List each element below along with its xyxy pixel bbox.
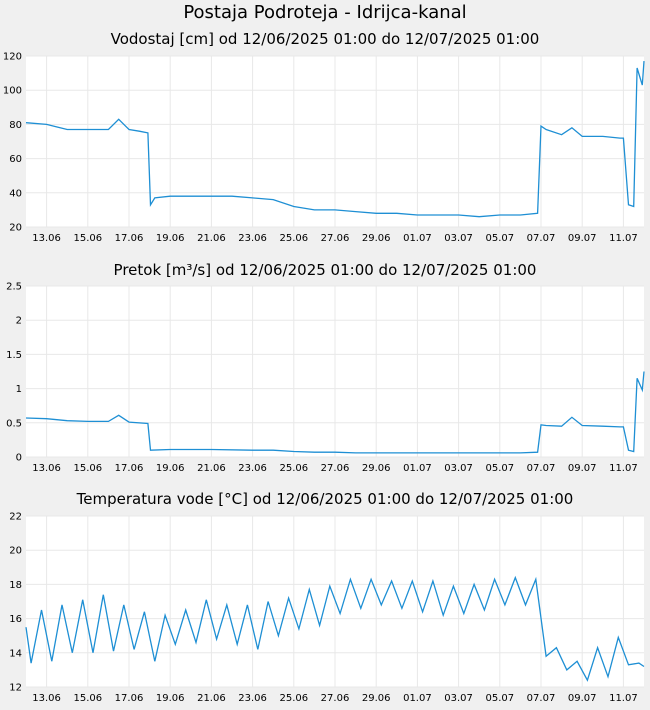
discharge-x-tick-label: 23.06: [238, 463, 267, 474]
discharge-x-tick-label: 07.07: [527, 463, 556, 474]
water-level-chart-title: Vodostaj [cm] od 12/06/2025 01:00 do 12/…: [110, 30, 540, 48]
water-temperature-chart-title: Temperatura vode [°C] od 12/06/2025 01:0…: [76, 490, 574, 508]
discharge-x-tick-label: 11.07: [609, 463, 638, 474]
discharge-x-tick-label: 19.06: [156, 463, 185, 474]
water-temperature-x-tick-label: 17.06: [115, 693, 144, 704]
water-level-x-tick-label: 15.06: [73, 233, 102, 244]
water-temperature-x-tick-label: 15.06: [73, 693, 102, 704]
discharge-y-tick-label: 0.5: [6, 418, 22, 429]
water-level-x-tick-label: 25.06: [279, 233, 308, 244]
water-temperature-x-tick-label: 29.06: [362, 693, 391, 704]
discharge-x-tick-label: 17.06: [115, 463, 144, 474]
water-temperature-x-tick-label: 07.07: [527, 693, 556, 704]
water-level-y-tick-label: 120: [3, 52, 22, 63]
discharge-y-tick-label: 1.5: [6, 350, 22, 361]
water-level-x-tick-label: 19.06: [156, 233, 185, 244]
discharge-series-line: [25, 371, 645, 454]
water-temperature-x-tick-label: 03.07: [444, 693, 473, 704]
discharge-chart-title: Pretok [m³/s] od 12/06/2025 01:00 do 12/…: [113, 261, 537, 279]
water-level-chart: 20 40 60 80 100 120 13.06 15.06 17.06 19.06 21.06 2…: [3, 52, 645, 244]
water-temperature-y-tick-label: 14: [9, 648, 22, 659]
discharge-x-tick-label: 05.07: [485, 463, 514, 474]
page-title: Postaja Podroteja - Idrijca-kanal: [183, 2, 467, 23]
water-level-x-tick-label: 17.06: [115, 233, 144, 244]
discharge-y-tick-label: 0: [16, 453, 22, 464]
water-level-x-tick-label: 05.07: [485, 233, 514, 244]
water-temperature-series-line: [25, 575, 645, 682]
water-temperature-chart: 12 14 16 18 20 22 13.06 15.06 17.06 19.06 21.06 23.…: [9, 512, 645, 704]
water-level-y-tick-label: 100: [3, 86, 22, 97]
discharge-x-tick-label: 21.06: [197, 463, 226, 474]
water-temperature-x-tick-label: 11.07: [609, 693, 638, 704]
water-level-x-tick-label: 11.07: [609, 233, 638, 244]
water-temperature-y-tick-label: 18: [9, 580, 22, 591]
discharge-x-tick-label: 15.06: [73, 463, 102, 474]
water-temperature-x-tick-label: 27.06: [321, 693, 350, 704]
water-level-y-tick-label: 60: [9, 154, 22, 165]
water-level-x-tick-label: 07.07: [527, 233, 556, 244]
water-level-x-tick-label: 09.07: [568, 233, 597, 244]
water-temperature-y-tick-label: 20: [9, 546, 22, 557]
water-temperature-x-tick-label: 05.07: [485, 693, 514, 704]
discharge-y-tick-label: 1: [16, 384, 22, 395]
discharge-x-tick-label: 03.07: [444, 463, 473, 474]
water-temperature-x-tick-label: 23.06: [238, 693, 267, 704]
water-temperature-y-tick-label: 12: [9, 683, 22, 694]
water-temperature-x-tick-label: 13.06: [32, 693, 61, 704]
water-level-x-tick-label: 03.07: [444, 233, 473, 244]
water-level-x-tick-label: 01.07: [403, 233, 432, 244]
discharge-x-tick-label: 27.06: [321, 463, 350, 474]
water-level-x-tick-label: 21.06: [197, 233, 226, 244]
water-temperature-x-tick-label: 19.06: [156, 693, 185, 704]
water-temperature-x-tick-label: 25.06: [279, 693, 308, 704]
water-level-x-tick-label: 29.06: [362, 233, 391, 244]
water-temperature-y-tick-label: 22: [9, 512, 22, 523]
water-level-y-tick-label: 80: [9, 120, 22, 131]
discharge-x-tick-label: 01.07: [403, 463, 432, 474]
water-level-y-tick-label: 40: [9, 188, 22, 199]
discharge-chart: 0 0.5 1 1.5 2 2.5 13.06 15.06 17.06 19.06 21.06 23.…: [6, 282, 645, 474]
water-temperature-x-tick-label: 01.07: [403, 693, 432, 704]
discharge-x-tick-label: 09.07: [568, 463, 597, 474]
water-level-x-tick-label: 13.06: [32, 233, 61, 244]
water-temperature-y-tick-label: 16: [9, 614, 22, 625]
discharge-y-tick-label: 2: [16, 316, 22, 327]
water-level-series-line: [25, 61, 645, 218]
discharge-x-tick-label: 25.06: [279, 463, 308, 474]
discharge-x-tick-label: 29.06: [362, 463, 391, 474]
discharge-y-tick-label: 2.5: [6, 282, 22, 293]
water-temperature-x-tick-label: 09.07: [568, 693, 597, 704]
water-level-x-tick-label: 27.06: [321, 233, 350, 244]
water-temperature-x-tick-label: 21.06: [197, 693, 226, 704]
discharge-x-tick-label: 13.06: [32, 463, 61, 474]
water-level-x-tick-label: 23.06: [238, 233, 267, 244]
water-level-y-tick-label: 20: [9, 223, 22, 234]
